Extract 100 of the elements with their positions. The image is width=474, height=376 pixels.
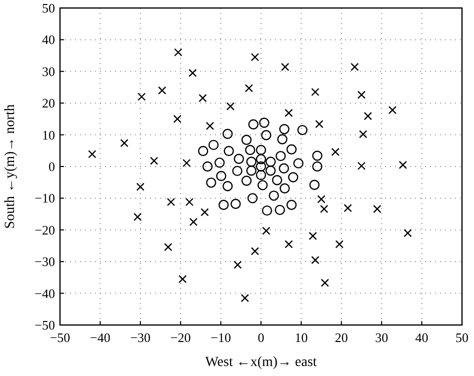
x-tick-label: 20	[334, 330, 348, 345]
point	[247, 193, 258, 204]
y-tick-label: 40	[42, 32, 55, 48]
point	[359, 130, 368, 138]
point	[256, 170, 266, 180]
point	[256, 154, 266, 164]
point	[284, 240, 293, 248]
point	[357, 90, 366, 99]
point	[320, 204, 328, 214]
point	[120, 138, 128, 148]
point	[189, 218, 198, 226]
y-tick-label: 0	[48, 159, 55, 174]
x-axis-title: West ←x(m)→ east	[205, 355, 317, 370]
x-tick-label: 10	[294, 330, 308, 345]
point	[88, 150, 96, 158]
point	[281, 62, 290, 72]
point	[232, 166, 242, 176]
point	[266, 156, 276, 167]
y-tick-label: 30	[42, 64, 55, 79]
point	[133, 212, 142, 222]
point	[266, 166, 276, 176]
point	[388, 106, 397, 114]
point	[311, 88, 320, 96]
x-tick-label: 40	[415, 330, 428, 345]
point	[262, 226, 270, 235]
point	[200, 208, 209, 216]
x-tick-label: 50	[456, 330, 468, 345]
point	[174, 48, 182, 56]
y-tick-label: −20	[34, 222, 55, 238]
point	[164, 242, 172, 252]
y-tick-label: −40	[34, 286, 55, 301]
point	[214, 158, 225, 168]
point	[404, 228, 412, 238]
point	[311, 256, 320, 264]
point	[206, 178, 216, 188]
point	[261, 130, 272, 140]
point	[259, 118, 270, 128]
point	[284, 108, 293, 118]
x-tick-label: −30	[130, 330, 151, 345]
point	[222, 181, 233, 192]
y-axis-title: South ←y(m)→ north	[3, 104, 18, 229]
point	[398, 160, 408, 170]
point	[250, 247, 260, 256]
point	[278, 163, 290, 174]
point	[373, 204, 382, 214]
point	[244, 84, 254, 92]
point	[150, 156, 158, 165]
point	[185, 198, 194, 206]
point	[331, 148, 340, 156]
point	[224, 146, 234, 156]
x-tick-label: −10	[210, 330, 231, 345]
y-tick-label: 20	[42, 96, 55, 111]
point	[136, 182, 144, 191]
point	[293, 158, 304, 168]
point	[350, 62, 359, 72]
point	[188, 68, 197, 78]
point	[166, 198, 176, 206]
point	[230, 198, 241, 210]
point	[240, 294, 250, 302]
point	[357, 162, 366, 170]
point	[241, 176, 252, 186]
point	[274, 204, 285, 216]
point	[276, 150, 286, 162]
point	[202, 161, 213, 172]
y-tick-label: 10	[42, 127, 55, 142]
point	[286, 144, 297, 154]
x-tick-label: −40	[90, 330, 110, 345]
point	[315, 120, 324, 128]
point	[317, 195, 326, 204]
x-tick-label: −20	[170, 330, 191, 345]
point	[234, 260, 242, 269]
point	[312, 150, 322, 161]
point	[288, 172, 298, 182]
point	[246, 156, 256, 167]
x-tick-label: 30	[375, 330, 388, 345]
point	[248, 119, 258, 130]
point	[258, 180, 268, 190]
point	[250, 53, 260, 62]
point	[241, 134, 252, 145]
point	[198, 146, 208, 156]
point	[182, 158, 191, 168]
point	[173, 114, 182, 124]
point	[277, 134, 288, 144]
point	[320, 278, 330, 287]
point	[256, 144, 266, 156]
point	[208, 140, 219, 150]
point	[279, 124, 290, 134]
point	[226, 102, 235, 110]
point	[246, 166, 256, 176]
point	[262, 205, 272, 216]
point	[268, 190, 279, 201]
point	[158, 86, 166, 95]
point	[138, 92, 146, 101]
point	[206, 122, 214, 130]
y-tick-label: −30	[34, 254, 55, 270]
y-tick-label: −10	[34, 190, 55, 206]
point	[272, 175, 282, 186]
x-tick-label: 0	[258, 330, 264, 345]
point	[216, 170, 226, 182]
point	[308, 232, 317, 240]
